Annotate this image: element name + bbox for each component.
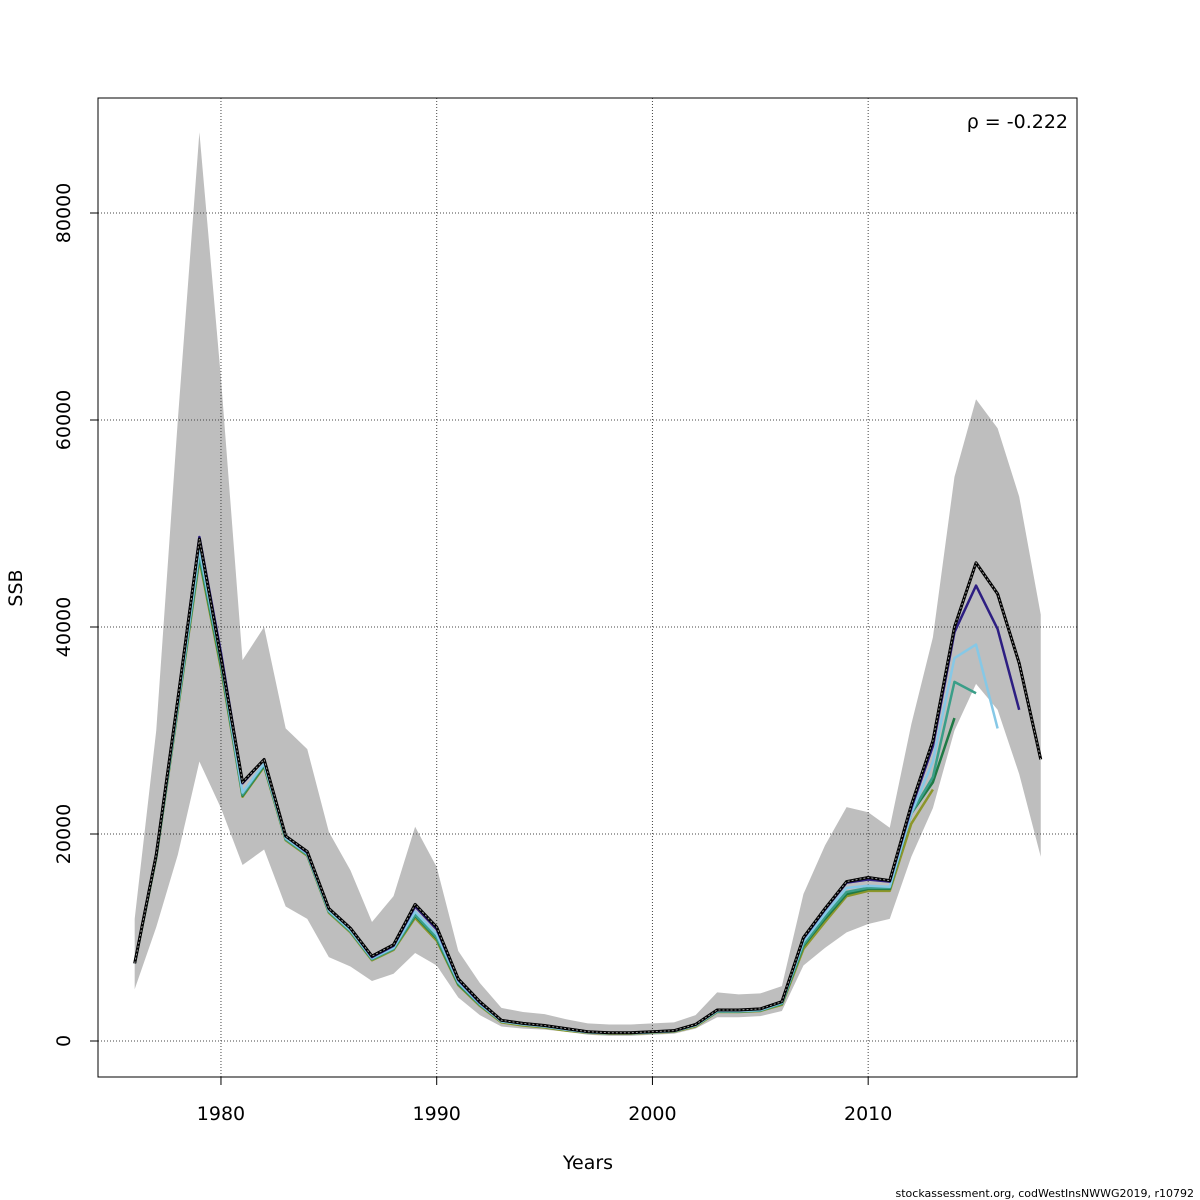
series-line (133, 537, 1043, 1035)
footer: stockassessment.org, codWestInsNWWG2019,… (896, 1187, 1195, 1200)
x-tick-label: 2000 (628, 1103, 676, 1125)
y-tick-label: 80000 (53, 183, 75, 243)
y-tick-label: 0 (53, 1035, 75, 1047)
plot-frame (97, 97, 1078, 1078)
x-tick-label: 2010 (844, 1103, 892, 1125)
confidence-band (134, 132, 1041, 1036)
y-tick-label: 20000 (53, 804, 75, 864)
x-axis-label: Years (562, 1152, 613, 1174)
x-tick-label: 1990 (413, 1103, 461, 1125)
y-axis-label: SSB (5, 569, 27, 606)
x-tick-label: 1980 (197, 1103, 245, 1125)
annotation: ρ = -0.222 (967, 111, 1068, 133)
y-tick-label: 40000 (53, 597, 75, 657)
y-tick-label: 60000 (53, 390, 75, 450)
